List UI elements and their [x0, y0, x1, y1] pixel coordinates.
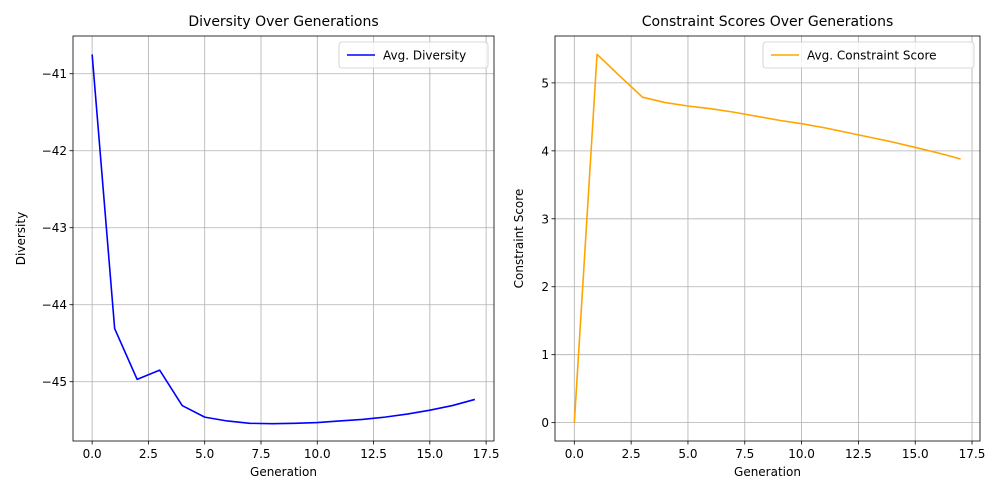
y-tick-label: 1: [541, 348, 549, 362]
x-tick-label: 7.5: [251, 447, 270, 461]
x-tick-label: 10.0: [788, 447, 815, 461]
y-tick-label: −44: [42, 298, 67, 312]
y-tick-label: −41: [42, 67, 67, 81]
y-tick-label: −42: [42, 144, 67, 158]
x-tick-label: 0.0: [565, 447, 584, 461]
x-tick-label: 17.5: [473, 447, 500, 461]
legend-label: Avg. Constraint Score: [807, 49, 937, 63]
plot-title: Constraint Scores Over Generations: [642, 14, 894, 30]
x-tick-label: 2.5: [139, 447, 158, 461]
y-tick-label: 4: [541, 144, 549, 158]
x-tick-label: 15.0: [902, 447, 929, 461]
x-tick-label: 7.5: [735, 447, 754, 461]
x-tick-label: 12.5: [360, 447, 387, 461]
x-tick-label: 12.5: [845, 447, 872, 461]
legend-box: [338, 41, 489, 69]
y-tick-label: 3: [541, 212, 549, 226]
axes-frame: [72, 35, 495, 442]
y-tick-label: −45: [42, 375, 67, 389]
y-tick-label: 2: [541, 280, 549, 294]
y-tick-label: −43: [42, 221, 67, 235]
x-tick-label: 2.5: [622, 447, 641, 461]
y-tick-label: 5: [541, 76, 549, 90]
x-tick-label: 10.0: [304, 447, 331, 461]
legend-box: [762, 41, 975, 69]
y-axis-label: Constraint Score: [512, 189, 526, 289]
x-axis-label: Generation: [734, 465, 801, 479]
series-line: [91, 54, 476, 425]
x-tick-label: 17.5: [959, 447, 986, 461]
axes-frame: [554, 35, 981, 442]
plot-title: Diversity Over Generations: [188, 14, 378, 30]
series-line: [573, 53, 961, 423]
x-axis-label: Generation: [250, 465, 317, 479]
x-tick-label: 0.0: [83, 447, 102, 461]
legend-label: Avg. Diversity: [383, 49, 466, 63]
y-tick-label: 0: [541, 416, 549, 430]
x-tick-label: 5.0: [678, 447, 697, 461]
x-tick-label: 5.0: [195, 447, 214, 461]
y-axis-label: Diversity: [14, 212, 28, 265]
x-tick-label: 15.0: [416, 447, 443, 461]
